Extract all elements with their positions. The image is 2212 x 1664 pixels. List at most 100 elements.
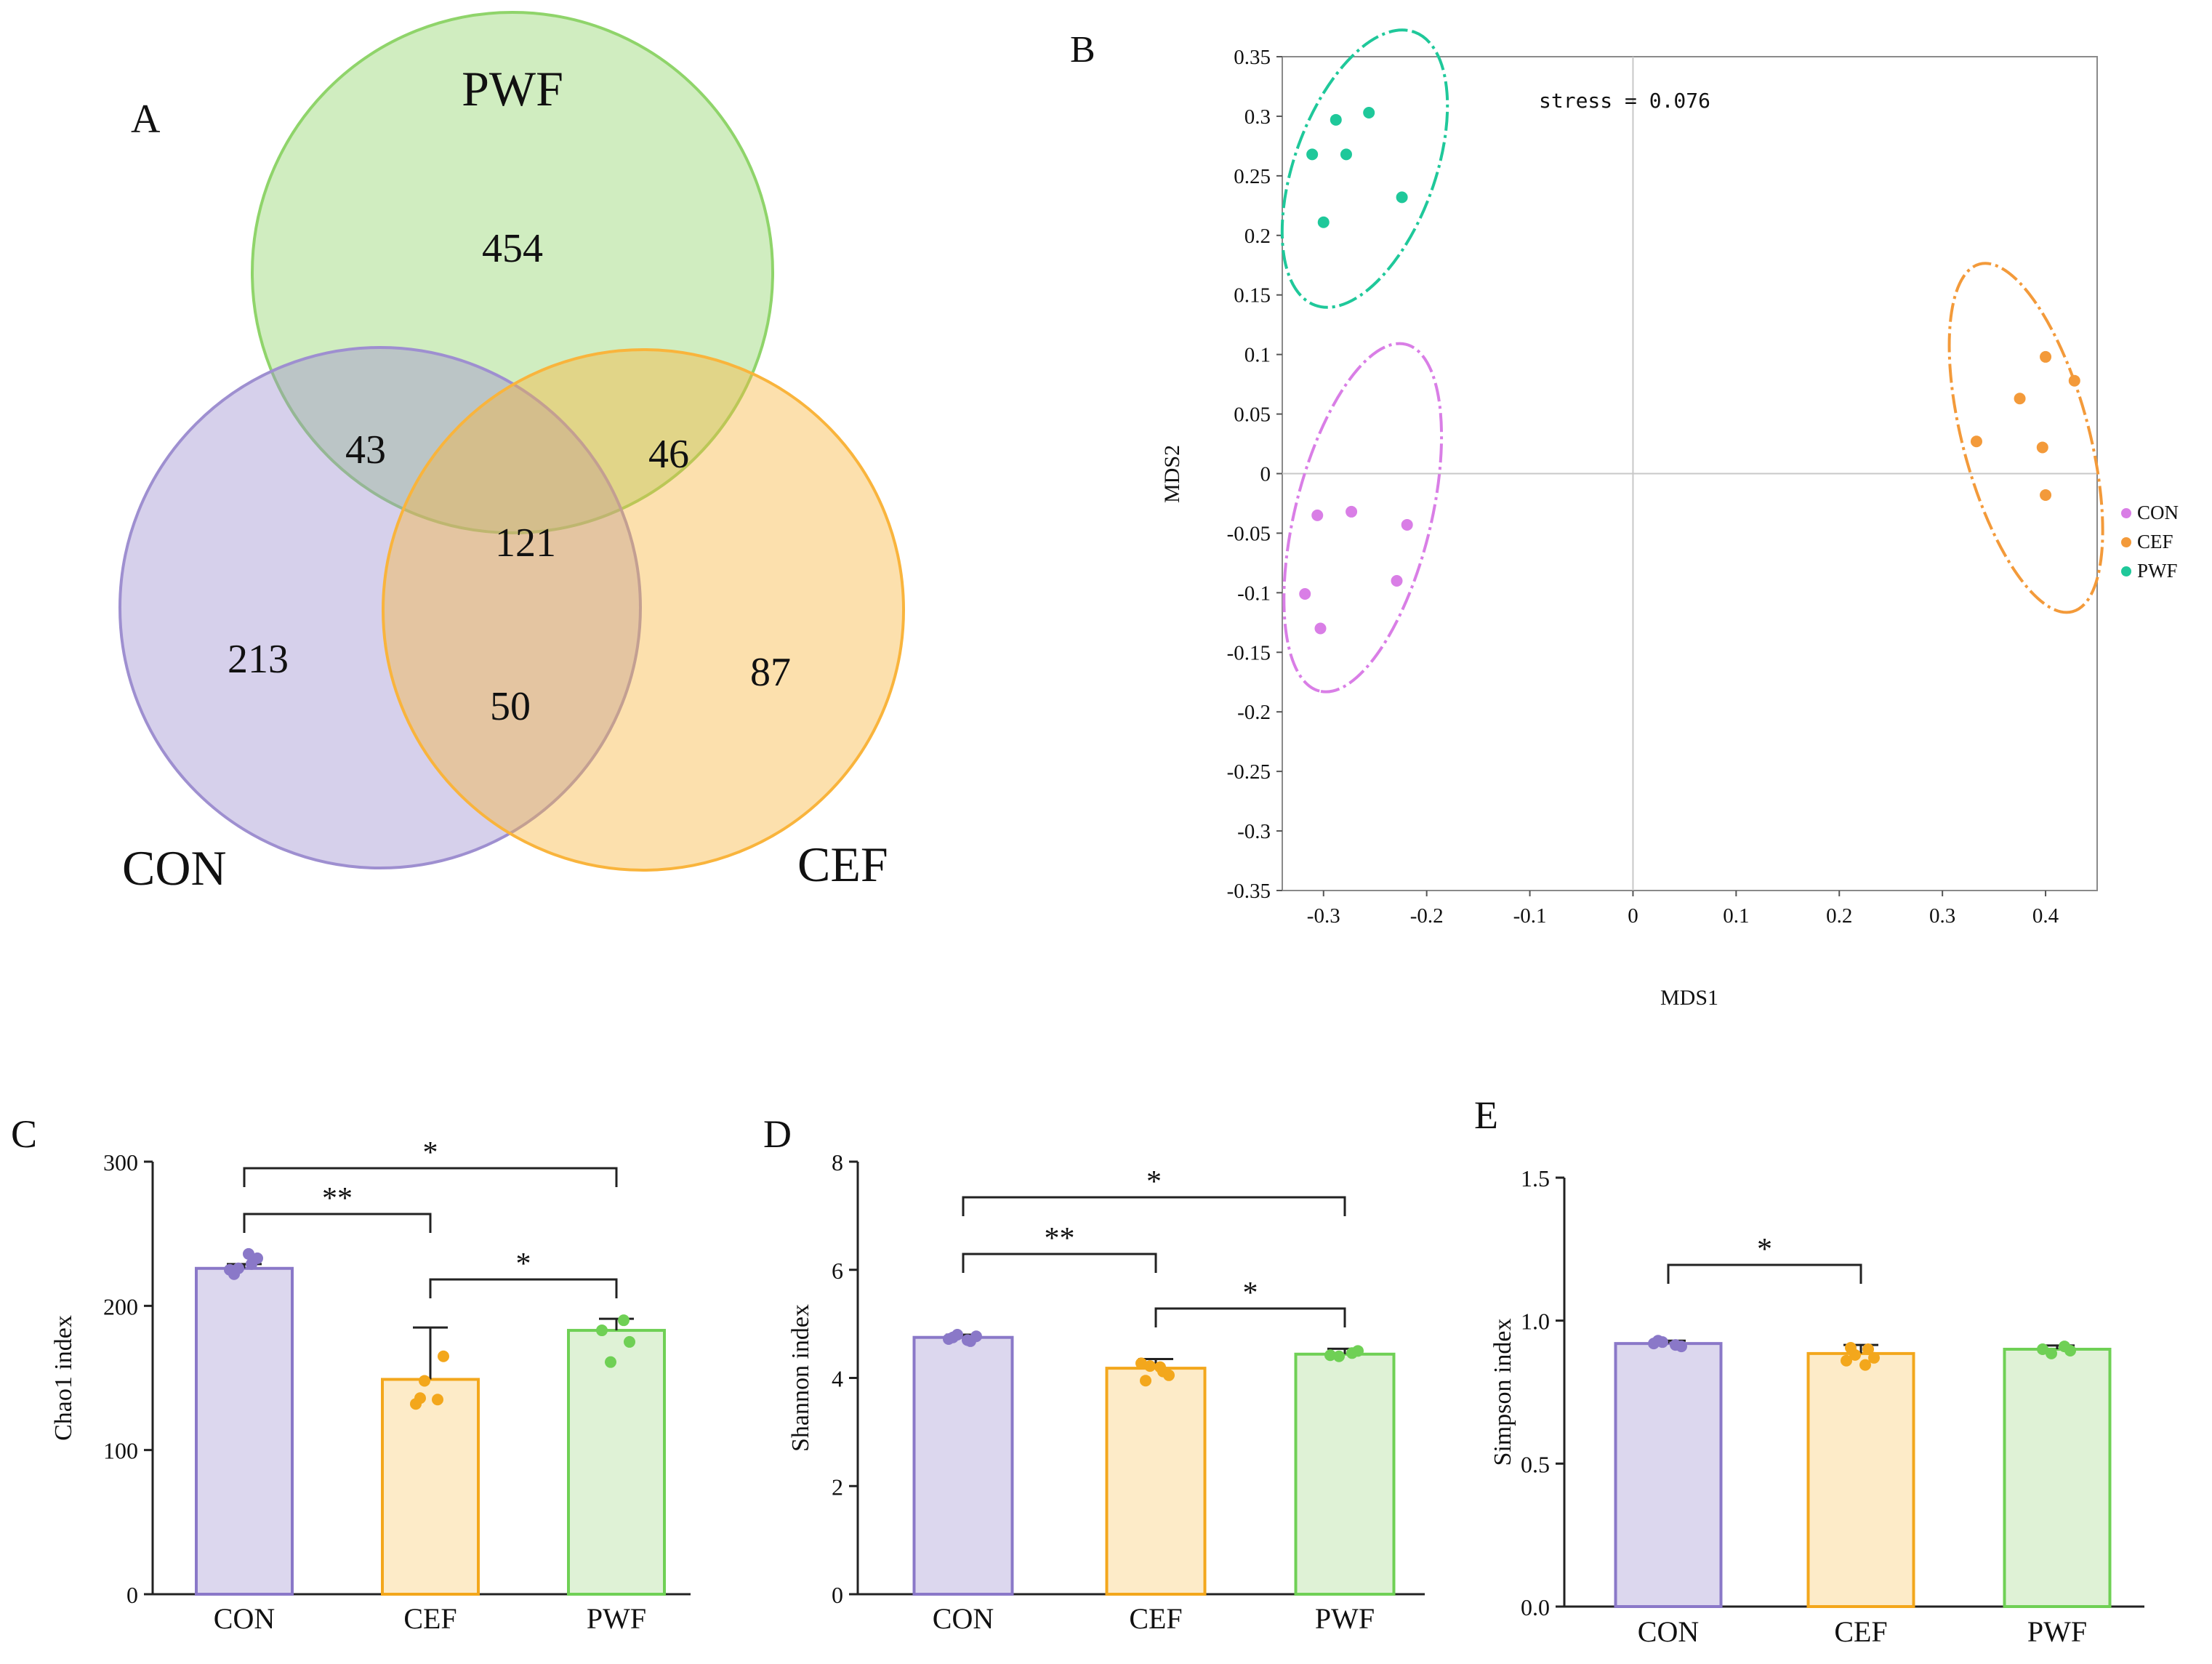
data-point-cef (1845, 1342, 1857, 1354)
panel-label-d: D (763, 1112, 792, 1156)
y-tick-label: 0.15 (1234, 284, 1271, 308)
legend-label-con: CON (2137, 502, 2179, 523)
y-tick-label: 2 (832, 1474, 843, 1500)
data-point-cef (2036, 441, 2048, 454)
significance-bracket (962, 1196, 1346, 1216)
data-point-pwf (618, 1314, 630, 1327)
x-tick-label: 0 (1628, 904, 1638, 928)
bar-pwf (2003, 1348, 2112, 1608)
data-point-cef (1841, 1354, 1852, 1367)
data-point-con (1391, 574, 1403, 587)
data-point-cef (1144, 1360, 1156, 1372)
venn-region-count-pwf-cef: 46 (648, 432, 689, 477)
venn-region-count-con-cef: 50 (490, 684, 531, 729)
venn-set-label-cef: CEF (797, 837, 888, 892)
data-point-cef (1868, 1351, 1880, 1364)
data-point-con (1346, 505, 1358, 518)
bar-con (195, 1266, 294, 1596)
data-point-con (1652, 1335, 1664, 1347)
x-tick-label: 0.1 (1723, 904, 1749, 928)
data-point-pwf (2037, 1343, 2048, 1355)
confidence-ellipse-con (1282, 342, 1444, 694)
data-point-con (962, 1334, 973, 1346)
bar-con (1614, 1342, 1723, 1608)
x-tick-label: -0.1 (1513, 904, 1547, 928)
panel-label-b: B (1070, 29, 1095, 71)
data-point-pwf (1317, 216, 1330, 228)
data-point-pwf (2046, 1347, 2057, 1359)
bar-cef (381, 1378, 480, 1596)
data-point-pwf (1324, 1349, 1336, 1362)
legend-marker-con (2121, 508, 2131, 518)
y-tick-label: 0.05 (1234, 403, 1271, 427)
data-point-cef (419, 1375, 430, 1387)
y-tick-label: 0.5 (1521, 1451, 1550, 1477)
data-point-cef (1140, 1375, 1151, 1387)
data-point-con (243, 1247, 254, 1260)
data-point-pwf (1330, 113, 1342, 126)
y-tick-label: 0.25 (1234, 165, 1271, 188)
x-tick-label-con: CON (1638, 1615, 1699, 1648)
y-tick-label: -0.25 (1227, 760, 1271, 784)
x-axis-title: MDS1 (1660, 986, 1718, 1010)
legend-label-pwf: PWF (2137, 560, 2178, 582)
data-point-cef (2068, 374, 2080, 387)
bar-con (912, 1335, 1014, 1596)
x-tick-label-cef: CEF (1129, 1602, 1182, 1635)
data-point-pwf (1306, 148, 1319, 161)
y-tick-label: 0.3 (1244, 105, 1271, 129)
data-point-pwf (1333, 1350, 1345, 1362)
y-axis-title: Chao1 index (50, 1315, 77, 1441)
data-point-cef (2040, 350, 2052, 363)
y-tick-label: 4 (832, 1366, 843, 1392)
x-tick-label-con: CON (933, 1602, 994, 1635)
panel-a-venn: A PWF CON CEF 454 43 46 121 213 50 87 (118, 11, 905, 896)
panel-e-simpson-bar-chart: E 0.0 0.5 1.0 1.5 Simpson index CON CEF PWF * (1474, 1093, 2144, 1648)
y-tick-label: 100 (103, 1438, 138, 1464)
x-tick-label-cef: CEF (403, 1602, 457, 1635)
y-axis-title: MDS2 (1160, 445, 1184, 503)
data-point-con (1311, 509, 1324, 521)
x-tick-label-pwf: PWF (587, 1602, 646, 1635)
y-tick-label: -0.05 (1227, 522, 1271, 545)
venn-circle-cef (382, 348, 905, 872)
y-axis-title: Simpson index (1489, 1318, 1516, 1466)
bar-cef (1806, 1351, 1915, 1609)
significance-bracket (243, 1167, 618, 1187)
data-point-pwf (596, 1325, 608, 1337)
data-point-cef (1862, 1343, 1874, 1355)
data-point-pwf (1363, 107, 1375, 119)
y-tick-label: 8 (832, 1149, 843, 1175)
significance-label: ** (1045, 1222, 1075, 1255)
significance-label: * (1757, 1233, 1772, 1266)
data-point-pwf (1352, 1345, 1364, 1357)
y-tick-label: 0.0 (1521, 1594, 1550, 1620)
x-tick-label-cef: CEF (1834, 1615, 1887, 1648)
y-tick-label: 300 (103, 1149, 138, 1175)
bar-cef (1105, 1367, 1207, 1596)
panel-label-c: C (11, 1112, 37, 1156)
panel-b-nmds-plot: B 0.35 0.3 0.25 0.2 0.15 0.1 0.05 0 -0.05 -0.1 -0.1… (1070, 28, 2179, 1010)
significance-label: * (423, 1136, 438, 1170)
data-point-cef (2014, 393, 2026, 405)
significance-label: ** (322, 1182, 353, 1215)
y-tick-label: 0 (832, 1582, 843, 1608)
y-tick-label: -0.35 (1227, 880, 1271, 903)
data-point-pwf (605, 1356, 616, 1368)
legend-label-cef: CEF (2137, 531, 2173, 552)
data-point-cef (432, 1394, 443, 1406)
data-point-con (1401, 518, 1413, 531)
data-point-con (970, 1330, 982, 1343)
significance-bracket (1667, 1263, 1862, 1284)
y-tick-label: 200 (103, 1293, 138, 1319)
x-tick-label: 0.4 (2032, 904, 2059, 928)
y-tick-label: -0.15 (1227, 641, 1271, 664)
y-tick-label: 1.5 (1521, 1165, 1550, 1191)
x-tick-label: 0.3 (1929, 904, 1955, 928)
data-point-con (1676, 1341, 1687, 1353)
x-tick-label-con: CON (214, 1602, 275, 1635)
venn-set-label-con: CON (122, 840, 227, 896)
